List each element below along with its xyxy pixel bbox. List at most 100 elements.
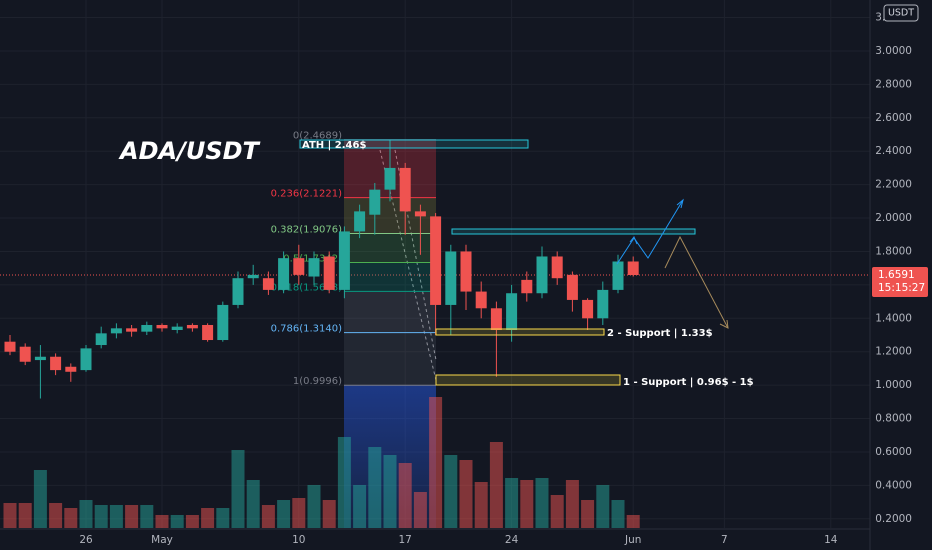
y-tick-label: 0.6000 (875, 446, 912, 458)
volume-bar (626, 515, 640, 528)
volume-bar (565, 480, 579, 528)
chart-title: ADA/USDT (118, 137, 261, 165)
fib-label: 0(2.4689) (293, 131, 342, 142)
y-tick-label: 0.4000 (875, 479, 912, 491)
fib-band (344, 332, 436, 386)
candle-body (399, 167, 411, 212)
y-tick-label: 2.6000 (875, 112, 912, 124)
candle-body (80, 348, 92, 371)
y-tick-label: 1.2000 (875, 346, 912, 358)
support-box (435, 374, 621, 386)
candle-body (110, 328, 122, 334)
candle-body (384, 167, 396, 190)
volume-bar (201, 508, 215, 528)
volume-bar (596, 485, 610, 528)
candle-body (156, 324, 168, 329)
volume-bar (3, 503, 17, 528)
candle-body (323, 256, 335, 290)
candle-body (293, 258, 305, 275)
volume-bar (383, 455, 397, 528)
fib-band (344, 262, 436, 292)
candle-body (141, 324, 153, 332)
volume-bar (155, 515, 169, 528)
candle-body (536, 256, 548, 294)
volume-bar (611, 500, 625, 528)
volume-bar (505, 478, 519, 528)
currency: USDT (888, 8, 914, 19)
volume-bar (474, 482, 488, 528)
volume (3, 397, 640, 528)
countdown: 15:15:27 (878, 282, 925, 294)
candle-body (627, 261, 639, 276)
candle-body (490, 308, 502, 330)
volume-bar (353, 485, 367, 528)
axes: 0.2000 0.4000 0.6000 0.8000 1.0000 1.2000 1.40… (79, 4, 928, 546)
volume-bar (520, 480, 534, 528)
x-tick-label: 26 (79, 534, 93, 546)
arrow-head (719, 319, 729, 329)
resistance-box (451, 228, 696, 235)
candle-body (4, 341, 16, 352)
candle-body (186, 324, 198, 329)
candle-body (597, 289, 609, 319)
candle-body (566, 274, 578, 300)
candle-body (521, 279, 533, 294)
arrow-path (664, 235, 729, 329)
y-tick-label: 1.8000 (875, 245, 912, 257)
volume-bar (413, 492, 427, 528)
x-tick-label: May (151, 534, 173, 546)
volume-bar (79, 500, 93, 528)
candle-body (95, 333, 107, 346)
volume-bar (125, 505, 139, 528)
volume-bar (489, 442, 503, 528)
support-box (435, 328, 605, 336)
x-tick-label: 14 (824, 534, 838, 546)
volume-bar (170, 515, 184, 528)
volume-bar (535, 478, 549, 528)
y-tick-label: 2.8000 (875, 78, 912, 90)
fib-label: 0.382(1.9076) (271, 224, 343, 235)
candle-body (262, 278, 274, 290)
volume-bar (231, 450, 245, 528)
y-tick-label: 2.2000 (875, 179, 912, 191)
volume-bar (216, 508, 230, 528)
fib-band (344, 233, 436, 263)
candle-body (126, 328, 138, 332)
candle-body (278, 258, 290, 290)
volume-bar (429, 397, 443, 528)
candle-body (171, 326, 183, 330)
y-tick-label: 1.4000 (875, 312, 912, 324)
candle-body (202, 324, 214, 341)
price-label: 1.6591 (878, 269, 915, 281)
volume-bar (140, 505, 154, 528)
volume-bar (337, 437, 351, 528)
y-tick-label: 3.0000 (875, 45, 912, 57)
volume-bar (307, 485, 321, 528)
candle-body (460, 251, 472, 292)
candle-body (414, 211, 426, 217)
currency-badge (883, 4, 919, 22)
volume-bar (368, 447, 382, 528)
x-tick-label: 17 (399, 534, 412, 546)
fib-band (344, 291, 436, 333)
volume-bar (292, 498, 306, 528)
arrow-head (676, 198, 684, 209)
y-tick-label: 1.0000 (875, 379, 912, 391)
annotation: 2 - Support | 1.33$ (607, 328, 713, 339)
candle-body (232, 278, 244, 305)
annotation: 1 - Support | 0.96$ - 1$ (623, 377, 754, 388)
volume-bar (94, 505, 108, 528)
volume-bar (246, 480, 260, 528)
drawings: ATH | 2.46$ 2 - Support | 1.33$ 1 - Supp… (118, 137, 754, 388)
candles (4, 139, 639, 399)
fib-label: 0.786(1.3140) (271, 324, 343, 335)
ath-box (299, 139, 529, 149)
volume-bar (581, 500, 595, 528)
y-tick-label: 0.2000 (875, 513, 912, 525)
candle-body (445, 251, 457, 305)
candle-body (369, 189, 381, 215)
candle-body (582, 299, 594, 319)
volume-bar (185, 515, 199, 528)
candle-body (34, 356, 46, 361)
candle-body (506, 293, 518, 330)
